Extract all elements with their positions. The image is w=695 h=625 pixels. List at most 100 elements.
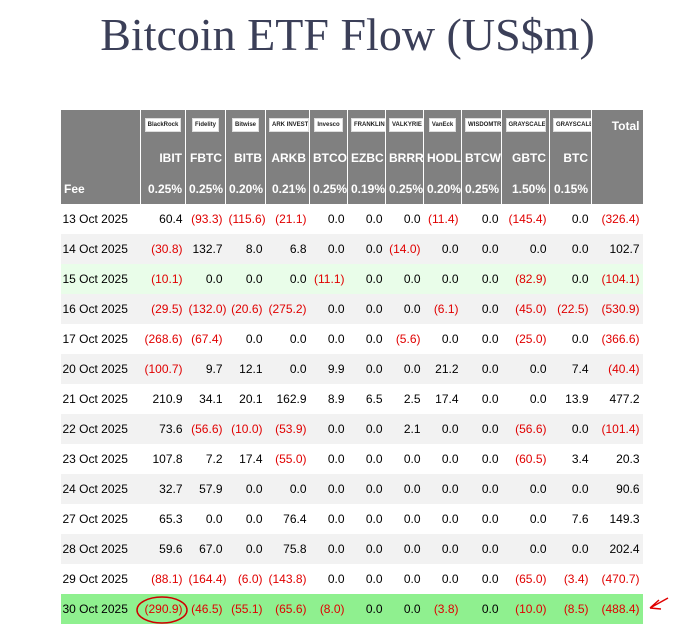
flow-value: (8.5) — [549, 594, 592, 624]
logo-cell: GRAYSCALE — [549, 110, 592, 142]
flow-value: (488.4) — [591, 594, 643, 624]
flow-value: 0.0 — [481, 332, 499, 346]
flow-value: 0.0 — [481, 512, 499, 526]
logo-cell: VanEck — [423, 110, 462, 142]
flow-value: (290.9) — [140, 594, 186, 624]
flow-value: (6.1) — [423, 294, 462, 324]
flow-value: 0.0 — [461, 264, 502, 294]
flow-value: (40.4) — [591, 354, 643, 384]
flow-value: (530.9) — [591, 294, 643, 324]
flow-value: 0.0 — [365, 452, 383, 466]
logo: Invesco — [314, 117, 343, 132]
fee: 0.25% — [461, 173, 502, 204]
logo-cell: BlackRock — [140, 110, 186, 142]
ticker: FBTC — [185, 142, 226, 173]
cell — [60, 110, 141, 142]
date: 24 Oct 2025 — [60, 474, 141, 504]
flow-value: 162.9 — [276, 392, 307, 406]
data-row: 16 Oct 2025 (29.5) (132.0) (20.6) (275.2) 0.0… — [60, 294, 643, 324]
ticker: BITB — [225, 142, 266, 173]
fee-label: Fee — [60, 173, 141, 204]
flow-value: 59.6 — [140, 534, 186, 564]
fee: 0.25% — [140, 173, 186, 204]
flow-value: (470.7) — [601, 572, 640, 586]
logo-cell: Invesco — [309, 110, 348, 142]
data-row: 29 Oct 2025 (88.1) (164.4) (6.0) (143.8) 0.0 0… — [61, 564, 643, 594]
flow-value: 0.0 — [423, 474, 462, 504]
flow-value: 0.0 — [385, 534, 424, 564]
flow-value: 0.0 — [403, 212, 421, 226]
flow-value: 20.3 — [616, 452, 640, 466]
flow-value: 0.0 — [403, 572, 421, 586]
flow-value: (10.0) — [225, 414, 266, 444]
flow-value: 0.0 — [327, 212, 345, 226]
flow-value: 0.0 — [549, 474, 592, 504]
flow-value: 0.0 — [347, 354, 386, 384]
flow-value: 17.4 — [239, 452, 263, 466]
flow-value: 0.0 — [245, 512, 263, 526]
data-row: 23 Oct 2025 107.8 7.2 17.4 (55.0) 0.0 0.0 0.0 0.… — [61, 444, 643, 474]
flow-value: 0.0 — [347, 234, 386, 264]
flow-value: 0.0 — [549, 534, 592, 564]
fee: 0.19% — [347, 173, 386, 204]
flow-value: 0.0 — [327, 332, 345, 346]
flow-value: (145.4) — [508, 212, 547, 226]
flow-value: (88.1) — [151, 572, 183, 586]
flow-value: 0.0 — [481, 452, 499, 466]
flow-value: 2.5 — [403, 392, 421, 406]
flow-value: 0.0 — [347, 294, 386, 324]
flow-value: 57.9 — [185, 474, 226, 504]
flow-value: 34.1 — [199, 392, 223, 406]
cell — [591, 142, 643, 173]
flow-value: 0.0 — [571, 332, 589, 346]
flow-value: 0.0 — [365, 512, 383, 526]
ticker: IBIT — [140, 142, 186, 173]
ticker: ARKB — [265, 142, 310, 173]
cell — [60, 142, 141, 173]
ticker: BTC — [549, 142, 592, 173]
flow-value: 0.0 — [309, 294, 348, 324]
fee: 0.20% — [225, 173, 266, 204]
flow-value: 2.1 — [385, 414, 424, 444]
data-row: 17 Oct 2025 (268.6) (67.4) 0.0 0.0 0.0 0.0 (5.6… — [61, 324, 643, 354]
date: 21 Oct 2025 — [62, 392, 128, 406]
ticker: BTCO — [309, 142, 348, 173]
date: 20 Oct 2025 — [60, 354, 141, 384]
logo-cell: Fidelity — [185, 110, 226, 142]
flow-value: 32.7 — [140, 474, 186, 504]
title: Bitcoin ETF Flow (US$m) — [100, 9, 595, 60]
flow-value: 0.0 — [327, 452, 345, 466]
flow-value: 210.9 — [152, 392, 183, 406]
flow-value: 0.0 — [347, 594, 386, 624]
flow-value: (11.4) — [428, 212, 459, 226]
flow-value: (143.8) — [268, 572, 307, 586]
flow-value: 65.3 — [159, 512, 183, 526]
flow-value: 0.0 — [461, 354, 502, 384]
flow-value: 0.0 — [225, 474, 266, 504]
flow-value: 0.0 — [403, 512, 421, 526]
data-row: 14 Oct 2025 (30.8) 132.7 8.0 6.8 0.0 0.0 (14.0)… — [60, 234, 643, 264]
flow-value: (22.5) — [549, 294, 592, 324]
data-row: 28 Oct 2025 59.6 67.0 0.0 75.8 0.0 0.0 0.0 0.0 0.… — [60, 534, 643, 564]
fee: 0.15% — [549, 173, 592, 204]
flow-value: (10.1) — [140, 264, 186, 294]
flow-value: 7.4 — [549, 354, 592, 384]
logo: BlackRock — [144, 117, 182, 132]
logo: FRANKLIN TEMPLETON — [351, 117, 386, 132]
flow-value: (30.8) — [140, 234, 186, 264]
fee: 0.25% — [309, 173, 348, 204]
flow-value: 76.4 — [283, 512, 307, 526]
cell — [591, 173, 643, 204]
logo-cell: GRAYSCALE — [501, 110, 550, 142]
flow-value: 0.0 — [571, 212, 589, 226]
flow-value: 0.0 — [441, 452, 459, 466]
flow-value: 102.7 — [591, 234, 643, 264]
logo: Bitwise — [231, 117, 259, 132]
flow-value: (100.7) — [140, 354, 186, 384]
flow-value: 0.0 — [309, 534, 348, 564]
data-row: 13 Oct 2025 60.4 (93.3) (115.6) (21.1) 0.0 0.0… — [61, 204, 643, 234]
flow-value: 0.0 — [461, 294, 502, 324]
flow-value: 67.0 — [185, 534, 226, 564]
flow-value: 0.0 — [385, 594, 424, 624]
flow-value: 12.1 — [225, 354, 266, 384]
